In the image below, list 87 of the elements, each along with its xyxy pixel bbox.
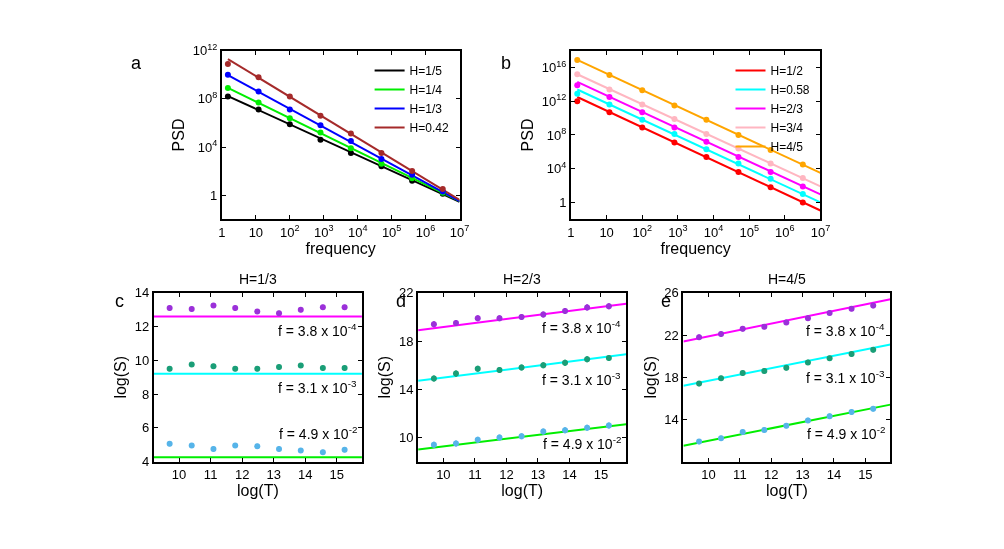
text: a [131, 53, 142, 73]
y-tick-label: 10$^{4}$ [197, 138, 218, 155]
x-tick-label: 10$^{3}$ [314, 223, 334, 240]
y-tick-label: 10$^{8}$ [197, 89, 218, 107]
x-tick-label: 10$^{6}$ [415, 223, 436, 240]
annotation: f = 3.8 x 10$^{-4}$ [806, 321, 885, 339]
legend-label: H=1/4 [409, 83, 443, 98]
y-tick-label: 10$^{12}$ [541, 92, 567, 109]
x-tick-label: 11 [468, 467, 482, 483]
x-tick-label: 10$^{5}$ [381, 223, 402, 240]
x-tick-label: 10$^{2}$ [632, 223, 653, 240]
x-tick-label: 15 [858, 467, 873, 483]
y-tick-label: 6 [142, 420, 150, 436]
x-axis-title: log(T) [237, 482, 279, 500]
y-tick-label: 8 [142, 386, 150, 402]
y-tick-label: 14 [664, 411, 679, 427]
y-axis-title: log(S) [641, 355, 659, 399]
y-tick-label: 14 [134, 285, 150, 301]
x-tick-label: 10$^{3}$ [668, 223, 688, 240]
x-tick-label: 10$^{4}$ [347, 223, 368, 240]
x-tick-label: 10 [436, 467, 451, 483]
annotation: f = 3.8 x 10$^{-4}$ [542, 318, 621, 336]
legend-label: H=1/3 [409, 102, 443, 117]
annotation: f = 4.9 x 10$^{-2}$ [279, 424, 358, 442]
x-tick-label: 10 [171, 467, 187, 483]
annotation: f = 3.1 x 10$^{-3}$ [542, 370, 621, 388]
annotation: f = 3.1 x 10$^{-3}$ [806, 368, 885, 386]
legend-label: H=1/5 [409, 64, 443, 79]
x-tick-label: 13 [530, 467, 546, 483]
y-tick-label: 14 [399, 381, 414, 397]
y-tick-label: 10$^{16}$ [541, 58, 567, 76]
legend-label: H=4/5 [770, 140, 804, 155]
x-tick-label: 10$^{4}$ [703, 223, 724, 240]
x-tick-label: 15 [593, 467, 609, 483]
x-tick-label: 10$^{5}$ [739, 223, 759, 240]
x-tick-label: 10 [248, 224, 264, 240]
annotation: f = 4.9 x 10$^{-2}$ [807, 424, 886, 442]
y-axis-title: PSD [170, 118, 188, 152]
x-tick-label: 12 [764, 467, 779, 483]
y-tick-label: 18 [664, 369, 679, 385]
x-tick-label: 10 [701, 467, 716, 483]
legend-label: H=3/4 [770, 121, 804, 136]
chart-title: H=4/5 [768, 271, 806, 287]
y-axis-title: PSD [519, 118, 537, 152]
text: c [115, 291, 124, 311]
x-tick-label: 10$^{7}$ [449, 223, 470, 240]
x-tick-label: 10 [599, 224, 614, 240]
x-tick-label: 11 [733, 467, 747, 483]
x-tick-label: 15 [329, 467, 344, 483]
x-tick-label: 12 [234, 467, 250, 483]
x-tick-label: 13 [795, 467, 810, 483]
legend-label: H=1/2 [770, 64, 804, 79]
x-tick-label: 14 [826, 467, 842, 483]
x-tick-label: 11 [203, 467, 218, 483]
x-axis-title: log(T) [766, 482, 808, 500]
x-axis-title: frequency [660, 239, 731, 257]
y-tick-label: 10 [399, 430, 414, 445]
chart-title: H=2/3 [503, 271, 541, 287]
x-tick-label: 14 [297, 467, 313, 483]
y-tick-label: 1 [210, 187, 218, 203]
y-tick-label: 12 [134, 319, 150, 335]
legend-label: H=0.58 [770, 83, 810, 98]
x-tick-label: 12 [499, 467, 514, 483]
y-tick-label: 4 [142, 454, 150, 470]
x-axis-title: log(T) [501, 482, 544, 500]
x-tick-label: 10$^{7}$ [810, 223, 831, 240]
y-tick-label: 1 [559, 194, 567, 210]
x-tick-label: 13 [266, 467, 281, 483]
x-tick-label: 10$^{6}$ [775, 223, 795, 240]
y-tick-label: 10 [134, 352, 150, 368]
x-tick-label: 14 [562, 467, 577, 483]
y-tick-label: 18 [399, 333, 414, 349]
chart-title: H=1/3 [239, 271, 277, 287]
y-axis-title: log(S) [376, 355, 394, 399]
y-axis-title: log(S) [112, 355, 130, 399]
x-tick-label: 10$^{2}$ [280, 223, 300, 240]
annotation: f = 3.1 x 10$^{-3}$ [278, 378, 357, 396]
y-tick-label: 10$^{4}$ [546, 159, 567, 177]
legend-label: H=0.42 [409, 121, 449, 136]
annotation: f = 4.9 x 10$^{-2}$ [543, 434, 622, 452]
text: b [501, 53, 512, 73]
y-tick-label: 10$^{8}$ [546, 126, 567, 143]
annotation: f = 3.8 x 10$^{-4}$ [278, 321, 357, 339]
legend-label: H=2/3 [770, 102, 804, 117]
y-tick-label: 10$^{12}$ [192, 41, 218, 59]
x-axis-title: frequency [305, 239, 376, 257]
y-tick-label: 22 [664, 327, 679, 343]
